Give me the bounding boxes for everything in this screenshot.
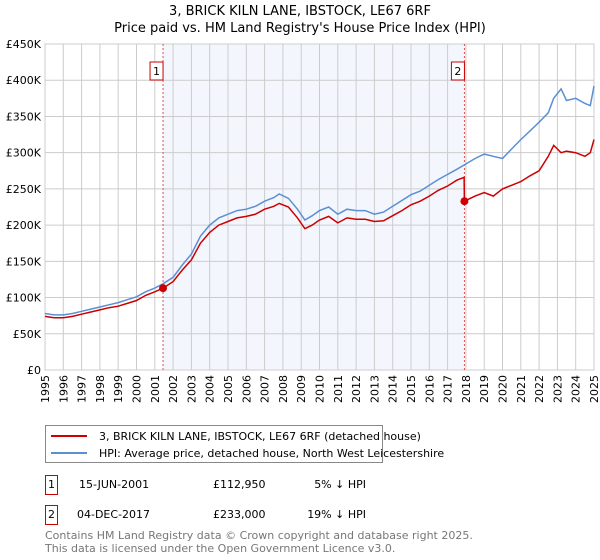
x-tick-label: 2012 — [350, 375, 363, 403]
x-tick-label: 2016 — [423, 375, 436, 403]
x-tick-label: 2018 — [460, 375, 473, 403]
sale-row-1: 1 15-JUN-2001 £112,950 5% ↓ HPI — [45, 475, 600, 495]
x-tick-label: 2003 — [185, 375, 198, 403]
legend-item-property: 3, BRICK KILN LANE, IBSTOCK, LE67 6RF (d… — [46, 428, 421, 444]
x-tick-label: 2002 — [167, 375, 180, 403]
legend-label: 3, BRICK KILN LANE, IBSTOCK, LE67 6RF (d… — [99, 429, 421, 443]
x-tick-label: 2025 — [588, 375, 600, 403]
x-tick-label: 2013 — [368, 375, 381, 403]
sale-badge: 1 — [45, 475, 58, 495]
x-tick-label: 2008 — [277, 375, 290, 403]
x-tick-label: 2015 — [405, 375, 418, 403]
x-tick-label: 1997 — [76, 375, 89, 403]
chart-subtitle: Price paid vs. HM Land Registry's House … — [114, 21, 486, 36]
sale-point — [460, 197, 469, 206]
x-tick-label: 2017 — [442, 375, 455, 403]
sale-badge: 2 — [45, 505, 58, 525]
sale-hpi-diff: 5% ↓ HPI — [314, 478, 366, 491]
y-tick-label: £50K — [13, 328, 42, 341]
sale-annotation-box — [149, 61, 164, 81]
sale-annotation-label: 2 — [454, 65, 461, 78]
x-tick-label: 2014 — [387, 375, 400, 403]
legend-swatch-red — [51, 435, 87, 437]
y-tick-label: £0 — [27, 364, 41, 377]
x-tick-label: 1995 — [39, 375, 52, 403]
sale-annotation-label: 1 — [153, 65, 160, 78]
footer-licence: This data is licensed under the Open Gov… — [45, 542, 396, 555]
legend: 3, BRICK KILN LANE, IBSTOCK, LE67 6RF (d… — [45, 425, 444, 463]
hpi-line — [44, 85, 595, 316]
x-tick-label: 2009 — [295, 375, 308, 403]
sale-price: £233,000 — [213, 508, 266, 521]
legend-label: HPI: Average price, detached house, Nort… — [99, 446, 445, 460]
x-tick-label: 1998 — [94, 375, 107, 403]
sale-row-2: 2 04-DEC-2017 £233,000 19% ↓ HPI — [45, 505, 600, 525]
sale-point — [159, 284, 168, 293]
y-tick-label: £400K — [6, 74, 42, 87]
x-tick-label: 2024 — [570, 375, 583, 403]
legend-swatch-blue — [51, 452, 87, 454]
price-chart: 1995 1996 1997 1998 1999 2000 2001 2002 2003 2004… — [6, 40, 600, 403]
x-tick-label: 2006 — [240, 375, 253, 403]
property-price-line — [44, 139, 595, 319]
chart-title: 3, BRICK KILN LANE, IBSTOCK, LE67 6RF — [169, 4, 431, 19]
sale-period-shading — [163, 44, 465, 370]
sale-date: 15-JUN-2001 — [79, 478, 150, 491]
sale-date: 04-DEC-2017 — [77, 508, 151, 521]
x-tick-label: 2005 — [222, 375, 235, 403]
x-tick-label: 2001 — [149, 375, 162, 403]
x-tick-label: 2021 — [515, 375, 528, 403]
y-tick-label: £450K — [6, 40, 42, 51]
x-tick-label: 2020 — [497, 375, 510, 403]
sale-price: £112,950 — [213, 478, 266, 491]
x-tick-label: 2011 — [332, 375, 345, 403]
sale-annotation-box — [450, 61, 465, 81]
y-tick-label: £300K — [6, 147, 42, 160]
x-tick-label: 2019 — [478, 375, 491, 403]
x-tick-label: 2010 — [314, 375, 327, 403]
sale-hpi-diff: 19% ↓ HPI — [307, 508, 366, 521]
x-tick-label: 2007 — [259, 375, 272, 403]
y-tick-label: £350K — [6, 110, 42, 123]
x-tick-label: 1996 — [57, 375, 70, 403]
y-tick-label: £250K — [6, 183, 42, 196]
x-tick-label: 2023 — [551, 375, 564, 403]
plot-frame — [44, 43, 595, 371]
x-tick-label: 2004 — [204, 375, 217, 403]
y-tick-label: £150K — [6, 255, 42, 268]
y-tick-label: £100K — [6, 292, 42, 305]
footer-copyright: Contains HM Land Registry data © Crown c… — [45, 529, 473, 542]
x-tick-label: 2000 — [131, 375, 144, 403]
y-tick-label: £200K — [6, 219, 42, 232]
legend-item-hpi: HPI: Average price, detached house, Nort… — [46, 445, 444, 461]
x-tick-label: 1999 — [112, 375, 125, 403]
x-tick-label: 2022 — [533, 375, 546, 403]
